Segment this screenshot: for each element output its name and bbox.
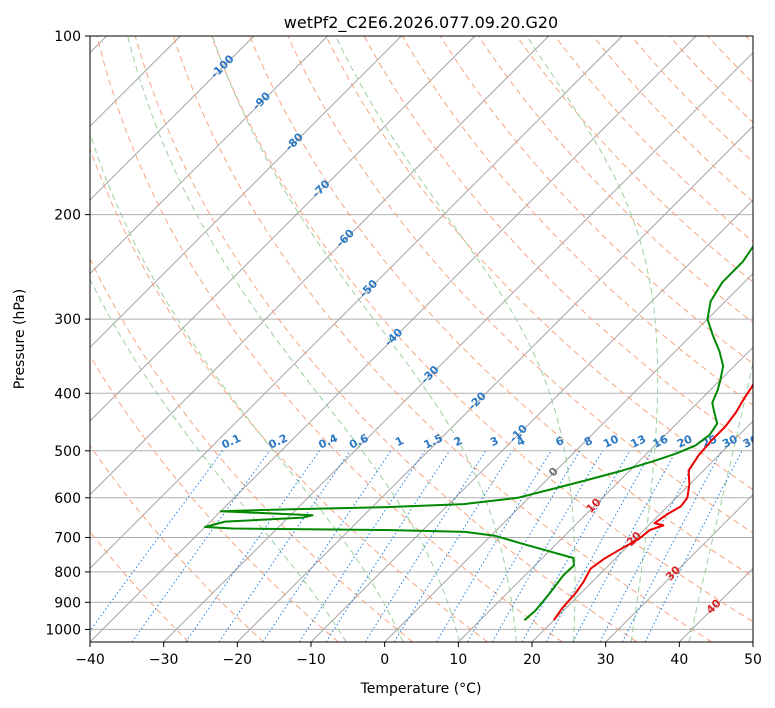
- dry-adiabat-line: [478, 36, 753, 324]
- mixing-ratio-label: 20: [675, 432, 695, 450]
- moist-adiabat-line: [90, 278, 347, 642]
- plot-frame: [89, 35, 754, 643]
- isotherm-line: [90, 36, 255, 201]
- dry-adiabat-line: [363, 36, 753, 448]
- dry-adiabat-line: [96, 36, 563, 642]
- mixing-ratio-line: [467, 450, 581, 642]
- dry-adiabat-line: [134, 36, 638, 642]
- mixing-ratio-line: [435, 450, 552, 642]
- mixing-ratio-line: [393, 450, 513, 642]
- x-tick-label: −40: [75, 652, 105, 668]
- profile-series-line: [552, 382, 753, 621]
- isotherm-line: [90, 36, 623, 569]
- y-tick-label: 400: [54, 386, 81, 402]
- moist-adiabat-line: [688, 360, 753, 642]
- chart-title: wetPf2_C2E6.2026.077.09.20.G20: [284, 13, 558, 33]
- x-axis-label: Temperature (°C): [360, 681, 482, 697]
- dry-adiabat-line: [630, 36, 753, 163]
- dry-adiabat-line: [172, 36, 712, 642]
- dry-adiabat-line: [90, 257, 414, 642]
- profile-series-line: [204, 244, 753, 621]
- x-tick-label: 40: [670, 652, 688, 668]
- x-tick-label: 30: [597, 652, 615, 668]
- mixing-ratio-line: [325, 450, 451, 642]
- mixing-ratio-line: [364, 450, 487, 642]
- mixing-ratio-label: 16: [651, 432, 671, 450]
- x-tick-label: 0: [380, 652, 389, 668]
- isotherm-line: [163, 52, 753, 642]
- isotherm-line: [90, 36, 476, 422]
- moist-adiabat-line: [526, 36, 659, 642]
- isotherm-line: [531, 420, 753, 642]
- y-tick-label: 100: [54, 29, 81, 45]
- isotherm-line: [458, 346, 753, 642]
- moist-adiabat-line: [127, 36, 461, 642]
- x-tick-label: −30: [149, 652, 179, 668]
- y-tick-label: 200: [54, 208, 81, 224]
- isotherm-line: [237, 125, 753, 642]
- y-tick-label: 300: [54, 312, 81, 328]
- mixing-ratio-line: [491, 450, 603, 642]
- mixing-ratio-line: [545, 450, 653, 642]
- x-tick-label: −20: [223, 652, 253, 668]
- mixing-ratio-line: [218, 450, 351, 642]
- y-axis-ticks: 100 200 300 400 500 600 700 800 900 1000: [45, 29, 90, 638]
- background-lines: [90, 36, 753, 642]
- y-tick-label: 600: [54, 491, 81, 507]
- mixing-ratio-line: [131, 450, 271, 642]
- dry-adiabat-line: [249, 36, 753, 578]
- x-tick-label: 50: [744, 652, 762, 668]
- mixing-ratio-label: 10: [601, 432, 621, 450]
- x-tick-label: −10: [296, 652, 326, 668]
- dry-adiabat-line: [211, 36, 753, 623]
- dry-adiabat-line: [90, 444, 264, 642]
- profile-lines: [204, 244, 753, 621]
- mixing-ratio-line: [185, 450, 321, 642]
- x-tick-label: 20: [523, 652, 541, 668]
- isotherm-line: [90, 36, 549, 496]
- x-tick-label: 10: [449, 652, 467, 668]
- moist-adiabat-line: [90, 132, 404, 642]
- y-tick-label: 900: [54, 595, 81, 611]
- isotherm-line: [90, 36, 697, 642]
- dry-adiabat-line: [325, 36, 753, 491]
- mixing-ratio-label: 13: [629, 433, 648, 451]
- isotherm-line: [90, 36, 328, 275]
- mixing-ratio-line: [521, 450, 631, 642]
- isotherm-line: [90, 36, 402, 348]
- dry-adiabat-line: [592, 36, 753, 203]
- y-tick-label: 500: [54, 444, 81, 460]
- moist-adiabat-line: [211, 36, 517, 642]
- y-tick-label: 1000: [45, 622, 81, 638]
- y-tick-label: 700: [54, 531, 81, 547]
- mixing-ratio-label: 36: [741, 432, 761, 450]
- mixing-ratio-label: 30: [720, 432, 740, 450]
- isotherm-line: [384, 273, 753, 642]
- x-axis-ticks: −40 −30 −20 −10 0 10 20 30 40 50: [75, 642, 762, 668]
- moist-adiabat-line: [335, 36, 576, 642]
- dry-adiabat-line: [401, 36, 753, 406]
- y-axis-label: Pressure (hPa): [12, 289, 28, 389]
- dry-adiabat-line: [516, 36, 753, 283]
- y-tick-label: 800: [54, 565, 81, 581]
- isotherm-line: [605, 494, 753, 642]
